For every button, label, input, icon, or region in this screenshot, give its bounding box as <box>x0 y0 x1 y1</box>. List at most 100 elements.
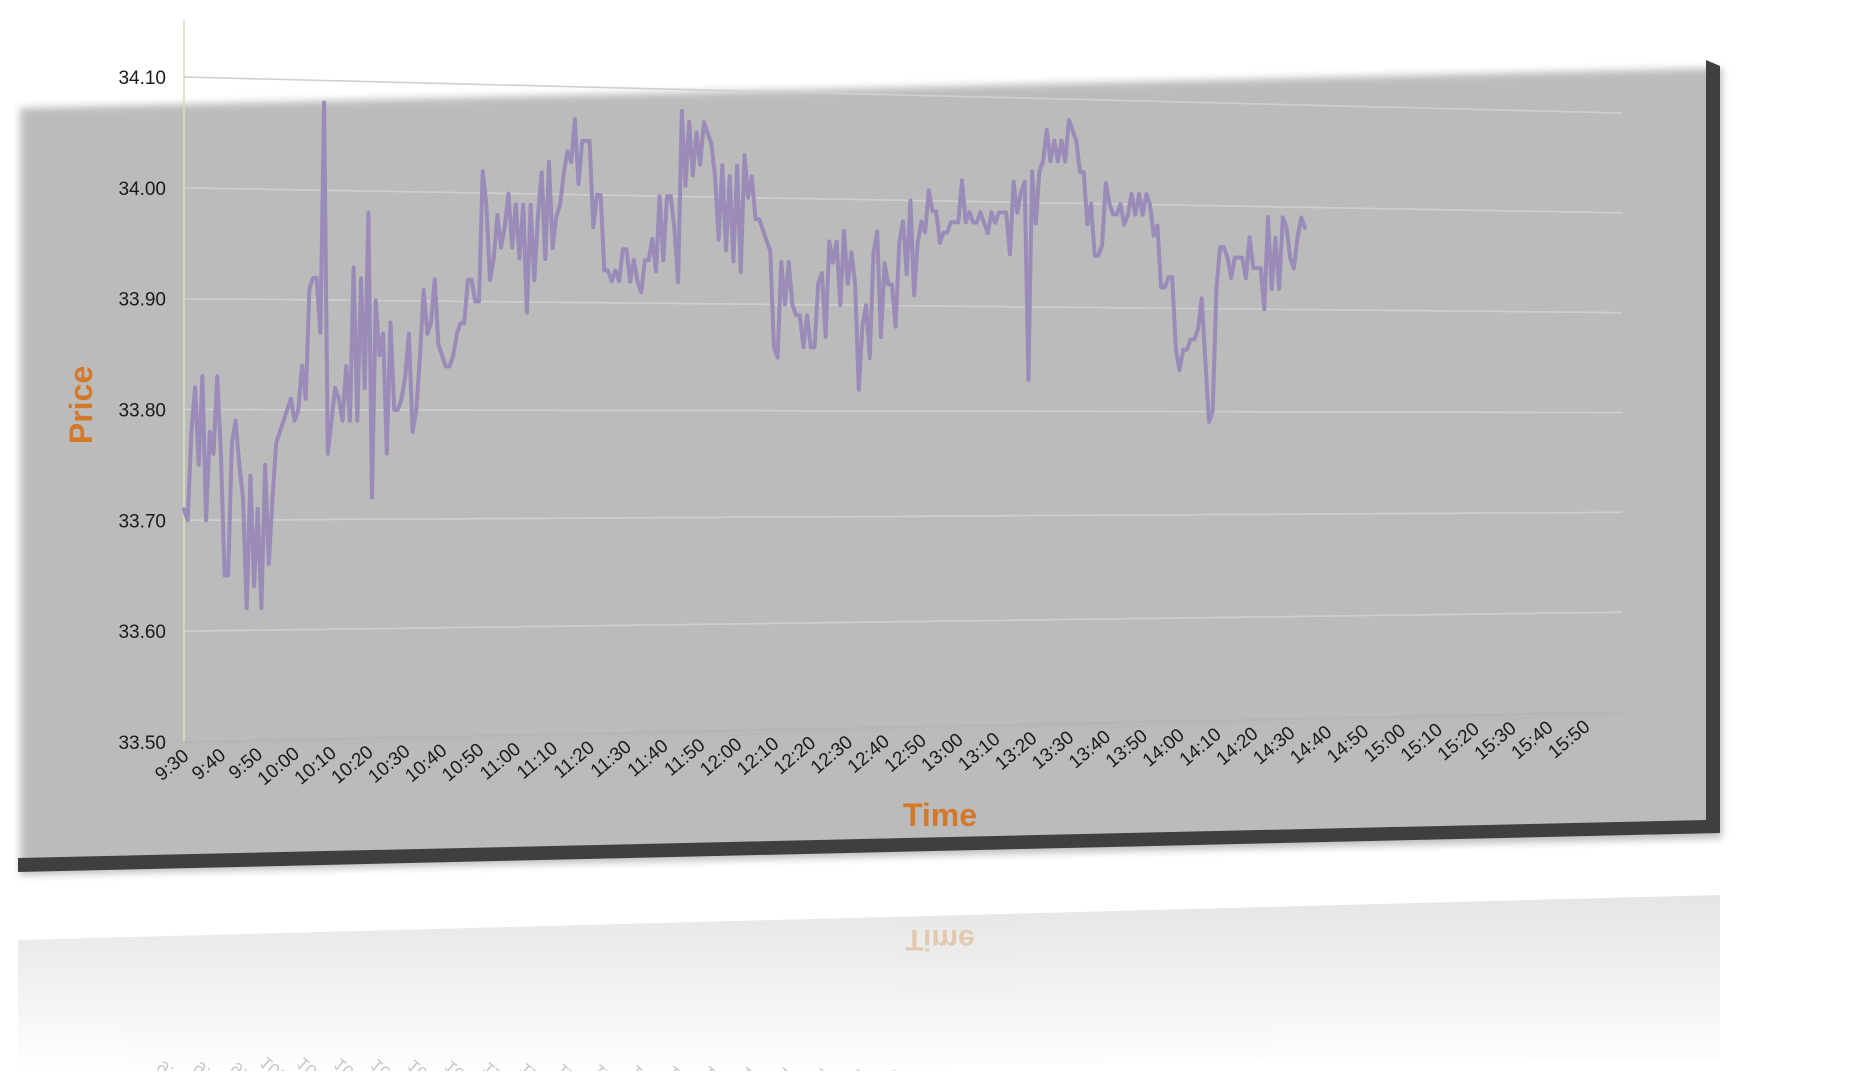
price-point <box>342 420 344 422</box>
price-point <box>474 301 476 303</box>
price-point <box>511 247 513 249</box>
price-point <box>445 366 447 368</box>
price-point <box>733 261 735 263</box>
price-point <box>1245 277 1247 279</box>
price-point <box>493 257 495 259</box>
price-point <box>755 218 757 220</box>
y-tick-label: 33.90 <box>118 290 166 311</box>
price-point <box>275 442 277 444</box>
price-point <box>559 204 561 206</box>
price-point <box>640 292 642 294</box>
price-point <box>242 497 244 499</box>
price-point <box>758 218 760 220</box>
price-point <box>895 326 897 328</box>
price-point <box>202 376 204 378</box>
price-point <box>644 259 646 261</box>
price-point <box>1252 267 1254 269</box>
price-point <box>1260 267 1262 269</box>
price-point <box>725 250 727 252</box>
price-point <box>1197 328 1199 330</box>
price-point <box>486 203 488 205</box>
price-point <box>736 165 738 167</box>
price-point <box>1186 349 1188 351</box>
price-point <box>998 212 1000 214</box>
price-point <box>969 211 971 213</box>
price-point <box>519 258 521 260</box>
price-point <box>1227 257 1229 259</box>
price-point <box>854 283 856 285</box>
price-point <box>1075 140 1077 142</box>
price-point <box>921 221 923 223</box>
price-point <box>1168 276 1170 278</box>
price-point <box>615 270 617 272</box>
price-point <box>312 277 314 279</box>
price-point <box>323 102 325 104</box>
y-tick-label: 33.60 <box>118 622 166 643</box>
price-point <box>349 420 351 422</box>
price-point <box>806 315 808 317</box>
price-point <box>246 607 248 609</box>
price-point <box>537 215 539 217</box>
price-point <box>769 250 771 252</box>
price-point <box>891 284 893 286</box>
price-point <box>327 453 329 455</box>
price-point <box>1142 214 1144 216</box>
price-point <box>198 464 200 466</box>
price-point <box>596 194 598 196</box>
price-point <box>286 409 288 411</box>
price-point <box>799 314 801 316</box>
price-point <box>379 354 381 356</box>
price-point <box>994 222 996 224</box>
y-axis-title: Price <box>63 366 99 444</box>
price-point <box>530 204 532 206</box>
price-point <box>887 284 889 286</box>
price-point <box>449 366 451 368</box>
price-point <box>932 211 934 213</box>
price-point <box>1249 236 1251 238</box>
price-point <box>1105 182 1107 184</box>
price-point <box>604 270 606 272</box>
price-point <box>928 189 930 191</box>
price-point <box>924 231 926 233</box>
price-point <box>224 575 226 577</box>
price-point <box>1020 191 1022 193</box>
price-point <box>906 273 908 275</box>
price-point <box>478 301 480 303</box>
price-point <box>840 304 842 306</box>
price-point <box>235 420 237 422</box>
price-point <box>1146 193 1148 195</box>
price-point <box>685 185 687 187</box>
price-point <box>611 281 613 283</box>
price-point <box>298 409 300 411</box>
chart-reflection: Time9:309:409:5010:0010:1010:2010:3010:4… <box>18 895 1720 1071</box>
price-point <box>482 171 484 173</box>
price-point <box>1182 349 1184 351</box>
price-point <box>239 464 241 466</box>
price-point <box>1005 212 1007 214</box>
price-point <box>220 453 222 455</box>
price-point <box>338 398 340 400</box>
price-point <box>371 497 373 499</box>
price-point <box>401 398 403 400</box>
price-point <box>980 211 982 213</box>
price-point <box>637 281 639 283</box>
price-point <box>626 248 628 250</box>
price-point <box>508 193 510 195</box>
price-point <box>784 304 786 306</box>
price-point <box>1050 160 1052 162</box>
price-point <box>393 409 395 411</box>
price-point <box>1120 203 1122 205</box>
price-point <box>600 194 602 196</box>
price-point <box>1116 214 1118 216</box>
price-point <box>390 322 392 324</box>
price-point <box>467 279 469 281</box>
price-point <box>1053 140 1055 142</box>
price-point <box>991 212 993 214</box>
price-point <box>500 247 502 249</box>
price-point <box>961 180 963 182</box>
price-point <box>345 365 347 367</box>
price-point <box>1039 171 1041 173</box>
price-point <box>747 197 749 199</box>
